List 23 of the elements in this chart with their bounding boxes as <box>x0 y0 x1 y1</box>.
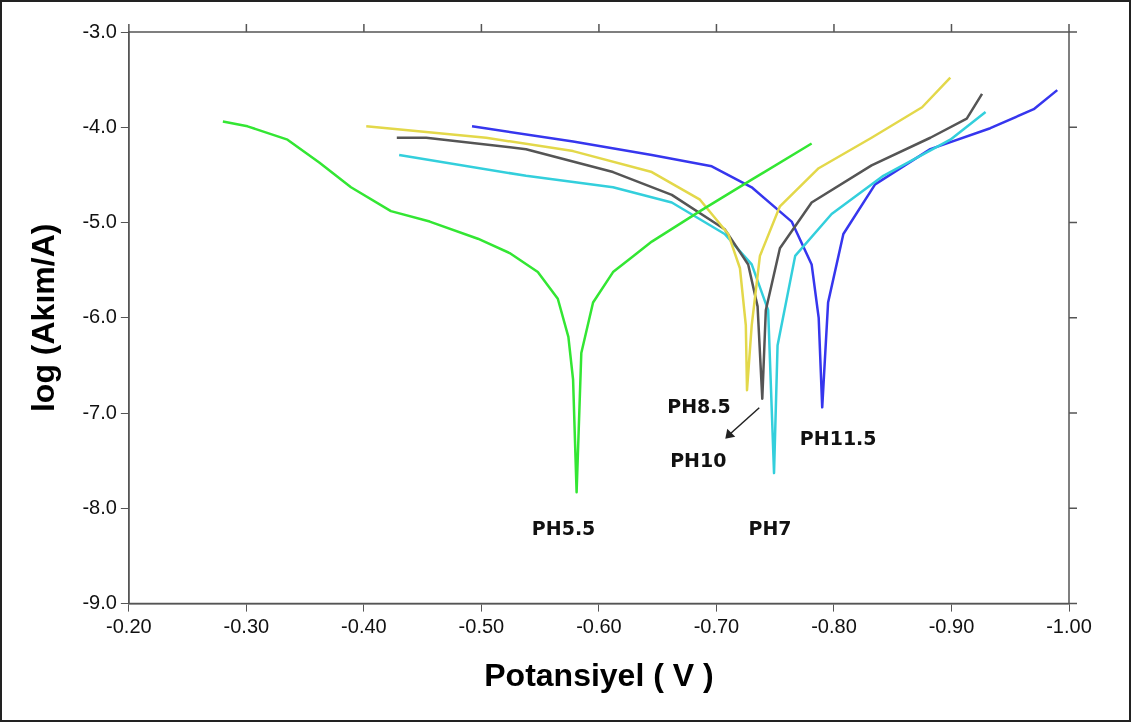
y-tick-label: -7.0 <box>82 400 117 423</box>
y-tick-label: -9.0 <box>82 591 117 614</box>
text: PH7 <box>748 517 792 540</box>
x-tick-label: -0.20 <box>106 615 152 638</box>
x-tick-label: -0.30 <box>223 615 270 638</box>
text: PH10 <box>670 448 727 471</box>
y-tick-label: -4.0 <box>82 114 117 137</box>
y-tick-label: -8.0 <box>82 495 117 518</box>
x-tick-label: -0.80 <box>811 615 857 638</box>
x-tick-label: -0.60 <box>576 615 622 638</box>
y-tick-label: -3.0 <box>82 19 117 42</box>
y-axis-title: log (Akım/A) <box>25 223 62 413</box>
x-tick-label: -0.90 <box>928 615 975 638</box>
series-label: PH8.5 <box>667 395 731 418</box>
series-label: PH5.5 <box>531 517 596 540</box>
x-tick-label: -0.50 <box>458 615 505 638</box>
x-axis-title: Potansiyel ( V ) <box>484 656 714 693</box>
x-tick-label: -0.40 <box>341 615 387 638</box>
y-tick-label: -6.0 <box>82 305 117 328</box>
x-tick-label: -0.70 <box>693 615 740 638</box>
series-label: PH11.5 <box>799 427 877 450</box>
y-tick-label: -5.0 <box>82 210 117 233</box>
x-tick-label: -1.00 <box>1046 615 1092 638</box>
